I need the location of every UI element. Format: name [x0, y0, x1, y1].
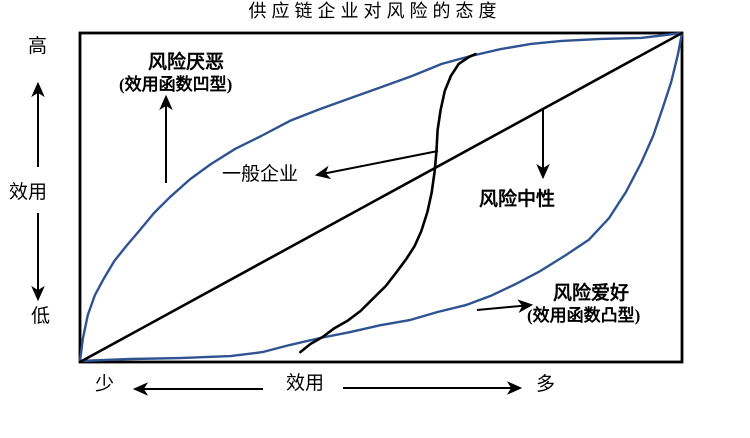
y-axis-high-label: 高 — [28, 36, 48, 57]
general-enterprise-label: 一般企业 — [222, 164, 299, 185]
general-enterprise-arrow — [314, 150, 439, 180]
y-axis-low-label: 低 — [31, 306, 51, 327]
general-enterprise-curve — [298, 52, 477, 354]
risk-loving-sublabel: (效用函数凸型) — [527, 306, 641, 325]
plot-border — [78, 31, 684, 364]
risk-averse-label: 风险厌恶 — [148, 52, 225, 73]
x-axis-less-label: 少 — [95, 374, 115, 395]
risk-loving-label: 风险爱好 — [553, 283, 630, 304]
risk-loving-curve — [78, 31, 684, 363]
risk-neutral-label: 风险中性 — [479, 189, 556, 210]
risk-neutral-line — [78, 31, 684, 364]
risk-averse-sublabel: (效用函数凹型) — [119, 75, 233, 94]
risk-loving-right-arrow — [476, 299, 534, 313]
x-axis-title: 效用 — [286, 373, 325, 394]
figure-title: 供应链企业对风险的态度 — [248, 1, 502, 21]
y-axis-title: 效用 — [9, 182, 48, 203]
risk-averse-curve — [78, 31, 684, 363]
x-axis-more-label: 多 — [536, 374, 556, 395]
